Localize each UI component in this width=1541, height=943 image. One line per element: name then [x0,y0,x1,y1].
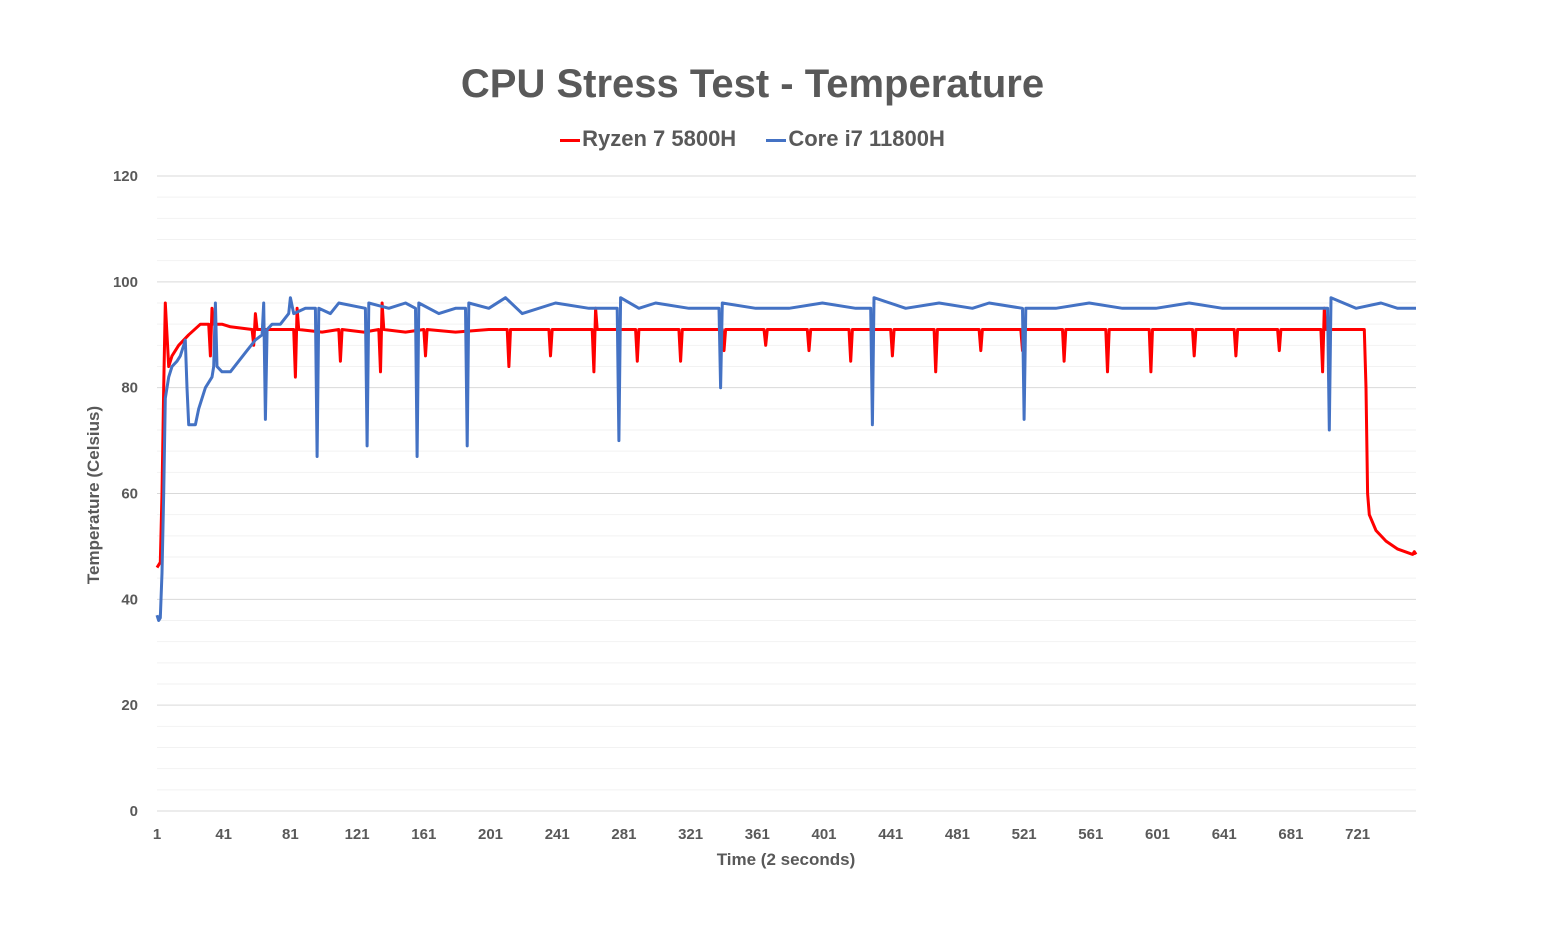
x-tick-label: 321 [678,826,703,843]
chart-title: CPU Stress Test - Temperature [460,62,1045,106]
y-tick-label: 80 [121,380,138,397]
y-tick-label: 0 [130,803,138,820]
x-tick-label: 1 [153,826,161,843]
x-tick-label: 441 [878,826,903,843]
x-tick-label: 401 [812,826,837,843]
x-axis-ticks: 1 41 81 121 161 201 241 281 321 361 401 441 481 521 56… [153,826,1370,843]
x-tick-label: 241 [545,826,570,843]
legend-item-core-i7: Core i7 11800H [766,126,945,152]
x-tick-label: 681 [1278,826,1303,843]
x-tick-label: 641 [1212,826,1237,843]
x-tick-label: 161 [411,826,436,843]
y-axis-ticks: 0 20 40 60 80 100 120 [113,168,138,820]
x-tick-label: 601 [1145,826,1170,843]
legend-label: Ryzen 7 5800H [582,126,737,151]
x-tick-label: 521 [1012,826,1037,843]
series-line-ryzen [155,301,1418,569]
y-tick-label: 20 [121,697,138,714]
y-tick-label: 60 [121,486,138,503]
y-axis-label: Temperature (Celsius) [84,406,103,584]
series-lines [155,296,1418,622]
x-tick-label: 81 [282,826,299,843]
y-tick-label: 120 [113,168,138,185]
legend-item-ryzen: Ryzen 7 5800H [560,126,736,152]
x-tick-label: 201 [478,826,503,843]
gridlines [157,175,1416,812]
legend: Ryzen 7 5800H Core i7 11800H [0,126,1505,152]
y-tick-label: 100 [113,274,138,291]
x-tick-label: 121 [345,826,370,843]
x-tick-label: 41 [215,826,232,843]
x-tick-label: 721 [1345,826,1370,843]
series-line-core-i7 [155,296,1416,622]
x-axis-label: Time (2 seconds) [717,850,856,869]
legend-label: Core i7 11800H [788,126,945,151]
legend-swatch [560,138,581,142]
x-tick-label: 361 [745,826,770,843]
x-tick-label: 561 [1078,826,1103,843]
legend-swatch [766,138,787,142]
x-tick-label: 481 [945,826,970,843]
y-tick-label: 40 [121,591,138,608]
x-tick-label: 281 [611,826,636,843]
